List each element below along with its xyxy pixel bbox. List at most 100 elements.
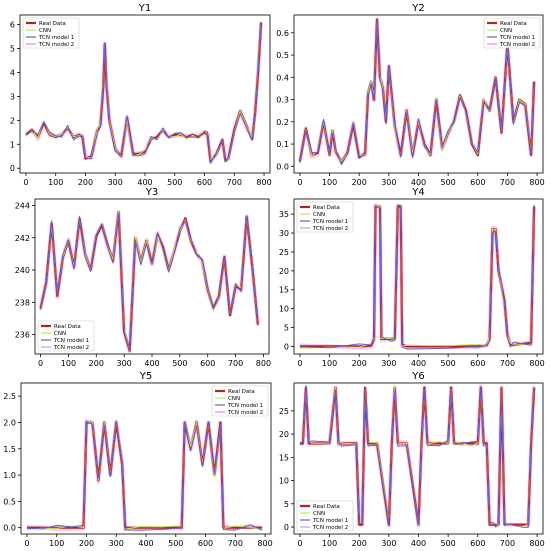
legend-entry: CNN: [39, 28, 51, 34]
legend-entry: TCN model 2: [53, 345, 89, 351]
y-tick-label: 0: [284, 342, 289, 351]
x-tick-label: 700: [228, 359, 243, 368]
series-group: [299, 203, 537, 350]
x-tick-label: 400: [144, 359, 159, 368]
x-tick-label: 0: [297, 178, 302, 187]
x-tick-label: 600: [470, 178, 485, 187]
x-tick-label: 600: [198, 539, 213, 548]
series-group: [38, 210, 260, 353]
series-line-tcn-model-2: [26, 419, 263, 532]
y-tick-label: 30: [279, 229, 289, 238]
y-tick-label: 25: [279, 248, 289, 257]
legend-entry: TCN model 1: [38, 35, 74, 41]
legend-entry: Real Data: [500, 21, 527, 27]
legend-box: [37, 320, 95, 352]
y-tick-label: 242: [15, 234, 30, 243]
x-tick-label: 700: [227, 178, 242, 187]
y-tick-label: 0: [10, 164, 15, 173]
x-tick-label: 400: [138, 539, 153, 548]
x-tick-label: 800: [529, 539, 544, 548]
legend-box: [296, 500, 354, 532]
y-tick-label: 1.5: [3, 445, 16, 454]
y-tick-label: 20: [279, 430, 289, 439]
x-tick-label: 300: [381, 539, 396, 548]
x-tick-label: 400: [411, 359, 426, 368]
legend-entry: Real Data: [54, 324, 81, 330]
y-tick-label: 25: [279, 407, 289, 416]
y-tick-label: 238: [15, 298, 30, 307]
x-tick-label: 500: [441, 539, 456, 548]
legend-entry: CNN: [54, 331, 66, 337]
x-tick-label: 400: [411, 178, 426, 187]
y-tick-label: 5: [284, 500, 289, 509]
y-tick-label: 0.6: [276, 29, 289, 38]
y-tick-label: 2.0: [3, 418, 16, 427]
x-tick-label: 800: [256, 359, 271, 368]
y-tick-label: 0.2: [276, 118, 289, 127]
series-line-real-data: [27, 421, 263, 529]
x-tick-label: 0: [297, 539, 302, 548]
x-tick-label: 200: [352, 178, 367, 187]
legend-entry: Real Data: [228, 389, 255, 395]
y-tick-label: 35: [279, 210, 289, 219]
y-tick-label: 240: [15, 266, 30, 275]
chart-title: Y4: [411, 187, 424, 198]
x-tick-label: 800: [529, 359, 544, 368]
chart-panel-4: Y4 0 100 200 300 400 500 600 700 800 0 5 10 15 20 25 30 3…: [279, 187, 545, 368]
x-tick-label: 600: [200, 359, 215, 368]
series-group: [299, 384, 537, 528]
x-tick-label: 500: [167, 178, 182, 187]
x-tick-label: 300: [381, 178, 396, 187]
legend-entry: Real Data: [313, 205, 340, 211]
y-tick-label: 4: [10, 68, 15, 77]
chart-panel-3: Y3 0 100 200 300 400 500 600 700 800 236 238 240 242 2…: [15, 187, 271, 368]
y-tick-label: 2: [10, 116, 15, 125]
legend-entry: TCN model 1: [499, 35, 535, 41]
y-tick-label: 0.5: [3, 497, 16, 506]
x-tick-label: 400: [137, 178, 152, 187]
chart-title: Y1: [138, 3, 151, 14]
legend-entry: TCN model 2: [312, 525, 348, 531]
x-tick-label: 300: [109, 539, 124, 548]
series-group: [24, 21, 264, 164]
series-line-tcn-model-1: [299, 204, 535, 350]
x-tick-label: 700: [500, 178, 515, 187]
x-tick-label: 800: [529, 178, 544, 187]
x-tick-label: 200: [79, 539, 94, 548]
y-tick-label: 0: [284, 523, 289, 532]
legend-box: [211, 385, 269, 417]
legend-entry: TCN model 2: [499, 42, 535, 48]
x-tick-label: 500: [172, 359, 187, 368]
legend-box: [483, 17, 541, 49]
x-tick-label: 0: [24, 539, 29, 548]
legend-entry: TCN model 2: [312, 226, 348, 232]
chart-panel-6: Y6 0 100 200 300 400 500 600 700 800 0 5 10 15 20 25 Rea…: [279, 371, 545, 548]
legend-entry: CNN: [500, 28, 512, 34]
chart-title: Y3: [145, 187, 158, 198]
x-tick-label: 600: [197, 178, 212, 187]
series-line-tcn-model-1: [26, 420, 263, 531]
x-tick-label: 100: [61, 359, 76, 368]
series-line-tcn-model-1: [299, 19, 535, 166]
chart-title: Y2: [411, 3, 424, 14]
y-tick-label: 0.4: [276, 73, 289, 82]
series-group: [26, 419, 263, 532]
y-tick-label: 15: [279, 453, 289, 462]
y-tick-label: 0.1: [276, 140, 289, 149]
x-tick-label: 800: [257, 539, 272, 548]
y-tick-label: 1: [10, 140, 15, 149]
y-tick-label: 10: [279, 477, 289, 486]
x-tick-label: 700: [500, 359, 515, 368]
x-tick-label: 200: [89, 359, 104, 368]
series-line-tcn-model-1: [25, 22, 262, 164]
y-tick-label: 1.0: [3, 471, 16, 480]
x-tick-label: 100: [322, 178, 337, 187]
legend-entry: CNN: [313, 212, 325, 218]
x-tick-label: 400: [411, 539, 426, 548]
x-tick-label: 600: [470, 539, 485, 548]
